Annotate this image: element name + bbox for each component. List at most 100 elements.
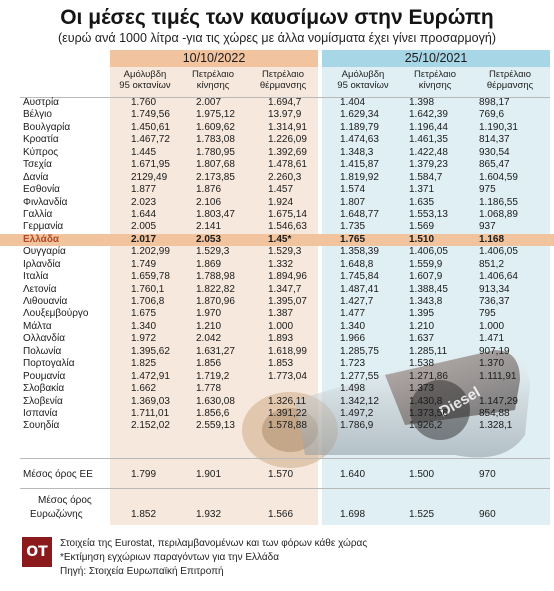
cell-unleaded-2022: 2.005 [131, 221, 157, 233]
table-row: Πορτογαλία 1.825 1.856 1.853 1.723 1.538 1.370 [0, 358, 554, 370]
page-title: Οι μέσες τιμές των καυσίμων στην Ευρώπη [60, 6, 494, 29]
country-name: Πολωνία [23, 345, 62, 357]
cell-unleaded-2021: 1.735 [340, 221, 366, 233]
cell-diesel-2022: 1.803,47 [196, 208, 235, 220]
cell-unleaded-2022: 1.706,8 [131, 296, 165, 307]
column-header-line1: Πετρέλαιο [262, 69, 304, 80]
cell-unleaded-2022: 1.659,78 [131, 271, 170, 283]
cell-unleaded-2022: 1.644 [131, 208, 157, 220]
table-row: Ρουμανία 1.472,91 1.719,2 1.773,04 1.277,55 1… [0, 371, 554, 383]
cell-unleaded-2022: 1.445 [131, 146, 157, 158]
cell-unleaded-2021: 1.807 [340, 196, 366, 208]
cell-diesel-2022: 2.173,85 [196, 171, 235, 183]
table-row: Βουλγαρία 1.450,61 1.609,62 1.314,91 1.189,7… [0, 122, 554, 134]
cell-diesel-2022: 1.719,2 [196, 370, 230, 382]
cell-heating-2021: 1.328,1 [479, 420, 513, 432]
cell-heating-2021: 1.147,29 [479, 395, 518, 407]
page-subtitle: (ευρώ ανά 1000 λίτρα -για τις χώρες με ά… [58, 31, 496, 45]
cell-heating-2021: 1.406,64 [479, 271, 518, 283]
cell-diesel-2021: 1.373,56 [409, 407, 448, 419]
column-header-diesel-2022: Πετρέλαιο κίνησης [180, 69, 246, 97]
cell-diesel-2022: 2.007 [196, 97, 222, 108]
cell-diesel-2021: 1.373 [409, 383, 435, 395]
country-name: Κύπρος [23, 146, 59, 158]
cell-eu-heating-2021: 970 [479, 469, 496, 480]
cell-heating-2022: 1.546,63 [268, 221, 307, 233]
cell-heating-2021: 1.370 [479, 358, 505, 370]
table-row: Τσεχία 1.671,95 1.807,68 1.478,61 1.415,87 1.… [0, 159, 554, 171]
cell-heating-2021: 865,47 [479, 159, 510, 171]
cell-eu-diesel-2022: 1.901 [196, 469, 222, 480]
cell-heating-2021: 1.186,55 [479, 196, 518, 208]
column-header-line1: Πετρέλαιο [192, 69, 234, 80]
cell-diesel-2022: 2.559,13 [196, 420, 235, 432]
column-header-line1: Πετρέλαιο [414, 69, 456, 80]
cell-diesel-2021: 1.406,05 [409, 246, 448, 258]
cell-diesel-2021: 1.635 [409, 196, 435, 208]
cell-eurozone-heating-2022: 1.566 [268, 509, 294, 520]
cell-heating-2022: 1.395,07 [268, 296, 307, 307]
cell-heating-2021: 898,17 [479, 97, 510, 108]
country-name: Αυστρία [23, 97, 59, 108]
cell-diesel-2022: 1.975,12 [196, 109, 235, 121]
cell-diesel-2021: 1.637 [409, 333, 435, 345]
cell-diesel-2021: 1.926,2 [409, 420, 443, 432]
country-name: Πορτογαλία [23, 358, 75, 370]
cell-heating-2021: 930,54 [479, 146, 510, 158]
cell-heating-2022: 1.332 [268, 258, 294, 270]
cell-diesel-2022: 1.856 [196, 358, 222, 370]
cell-diesel-2021: 1.422,48 [409, 146, 448, 158]
cell-heating-2022: 13.97,9 [268, 109, 302, 121]
cell-diesel-2021: 1.584,7 [409, 171, 443, 183]
cell-heating-2021: 851,2 [479, 258, 505, 270]
cell-unleaded-2022: 2.152,02 [131, 420, 170, 432]
table-row: Εσθονία 1.877 1.876 1.457 1.574 1.371 975 [0, 184, 554, 196]
cell-unleaded-2021: 1.498 [340, 383, 366, 395]
country-name: Σλοβενία [23, 395, 63, 407]
eurozone-average-label-line2: Ευρωζώνης [30, 509, 83, 520]
cell-heating-2022: 1.618,99 [268, 345, 307, 357]
cell-heating-2022: 1.387 [268, 308, 294, 320]
cell-eurozone-heating-2021: 960 [479, 509, 496, 520]
header-divider [20, 97, 550, 98]
table-row: Βέλγιο 1.749,56 1.975,12 13.97,9 1.629,34 1.6… [0, 109, 554, 121]
cell-heating-2021: 1.190,31 [479, 121, 518, 133]
table-row: Λουξεμβούργο 1.675 1.970 1.387 1.477 1.395 795 [0, 308, 554, 320]
cell-diesel-2022: 1.822,82 [196, 283, 235, 295]
cell-diesel-2021: 1.388,45 [409, 283, 448, 295]
ot-logo: OT [22, 537, 52, 567]
cell-heating-2022: 1.924 [268, 196, 294, 208]
cell-unleaded-2021: 1.285,75 [340, 345, 379, 357]
cell-diesel-2021: 1.379,23 [409, 159, 448, 171]
cell-eu-unleaded-2021: 1.640 [340, 469, 366, 480]
cell-diesel-2021: 1.371 [409, 184, 435, 196]
cell-diesel-2022: 2.042 [196, 333, 222, 345]
cell-diesel-2021: 1.569 [409, 221, 435, 233]
cell-diesel-2022: 1.807,68 [196, 159, 235, 171]
table-row: Σουηδία 2.152,02 2.559,13 1.578,88 1.786,9 1.… [0, 420, 554, 432]
country-name: Ουγγαρία [23, 246, 66, 258]
eu-average-label: Μέσος όρος ΕΕ [23, 469, 93, 480]
country-name: Ιταλία [23, 271, 49, 283]
country-name: Βουλγαρία [23, 121, 71, 133]
cell-heating-2021: 1.406,05 [479, 246, 518, 258]
cell-heating-2022: 2.260,3 [268, 171, 302, 183]
country-name: Ελλάδα [23, 233, 60, 245]
cell-unleaded-2022: 1.877 [131, 184, 157, 196]
cell-unleaded-2022: 1.662 [131, 383, 157, 395]
table-row: Ουγγαρία 1.202,99 1.529,3 1.529,3 1.358,39 1.… [0, 246, 554, 258]
cell-unleaded-2022: 1.749,56 [131, 109, 170, 121]
cell-heating-2022: 1.226,09 [268, 134, 307, 146]
cell-unleaded-2022: 1.671,95 [131, 159, 170, 171]
column-header-unleaded-2022: Αμόλυβδη 95 οκτανίων [112, 69, 178, 97]
cell-unleaded-2021: 1.819,92 [340, 171, 379, 183]
table-row: Αυστρία 1.760 2.007 1.694,7 1.404 1.398 898,17 [0, 97, 554, 109]
cell-unleaded-2022: 1.711,01 [131, 407, 170, 419]
cell-unleaded-2021: 1.487,41 [340, 283, 379, 295]
cell-unleaded-2021: 1.342,12 [340, 395, 379, 407]
column-header-diesel-2021: Πετρέλαιο κίνησης [400, 69, 470, 97]
cell-diesel-2021: 1.461,35 [409, 134, 448, 146]
footnote-greece-estimate: *Εκτίμηση εγχώριων παραγόντων για την Ελ… [60, 552, 279, 563]
column-header-heating-2021: Πετρέλαιο θέρμανσης [472, 69, 548, 97]
cell-unleaded-2021: 1.415,87 [340, 159, 379, 171]
